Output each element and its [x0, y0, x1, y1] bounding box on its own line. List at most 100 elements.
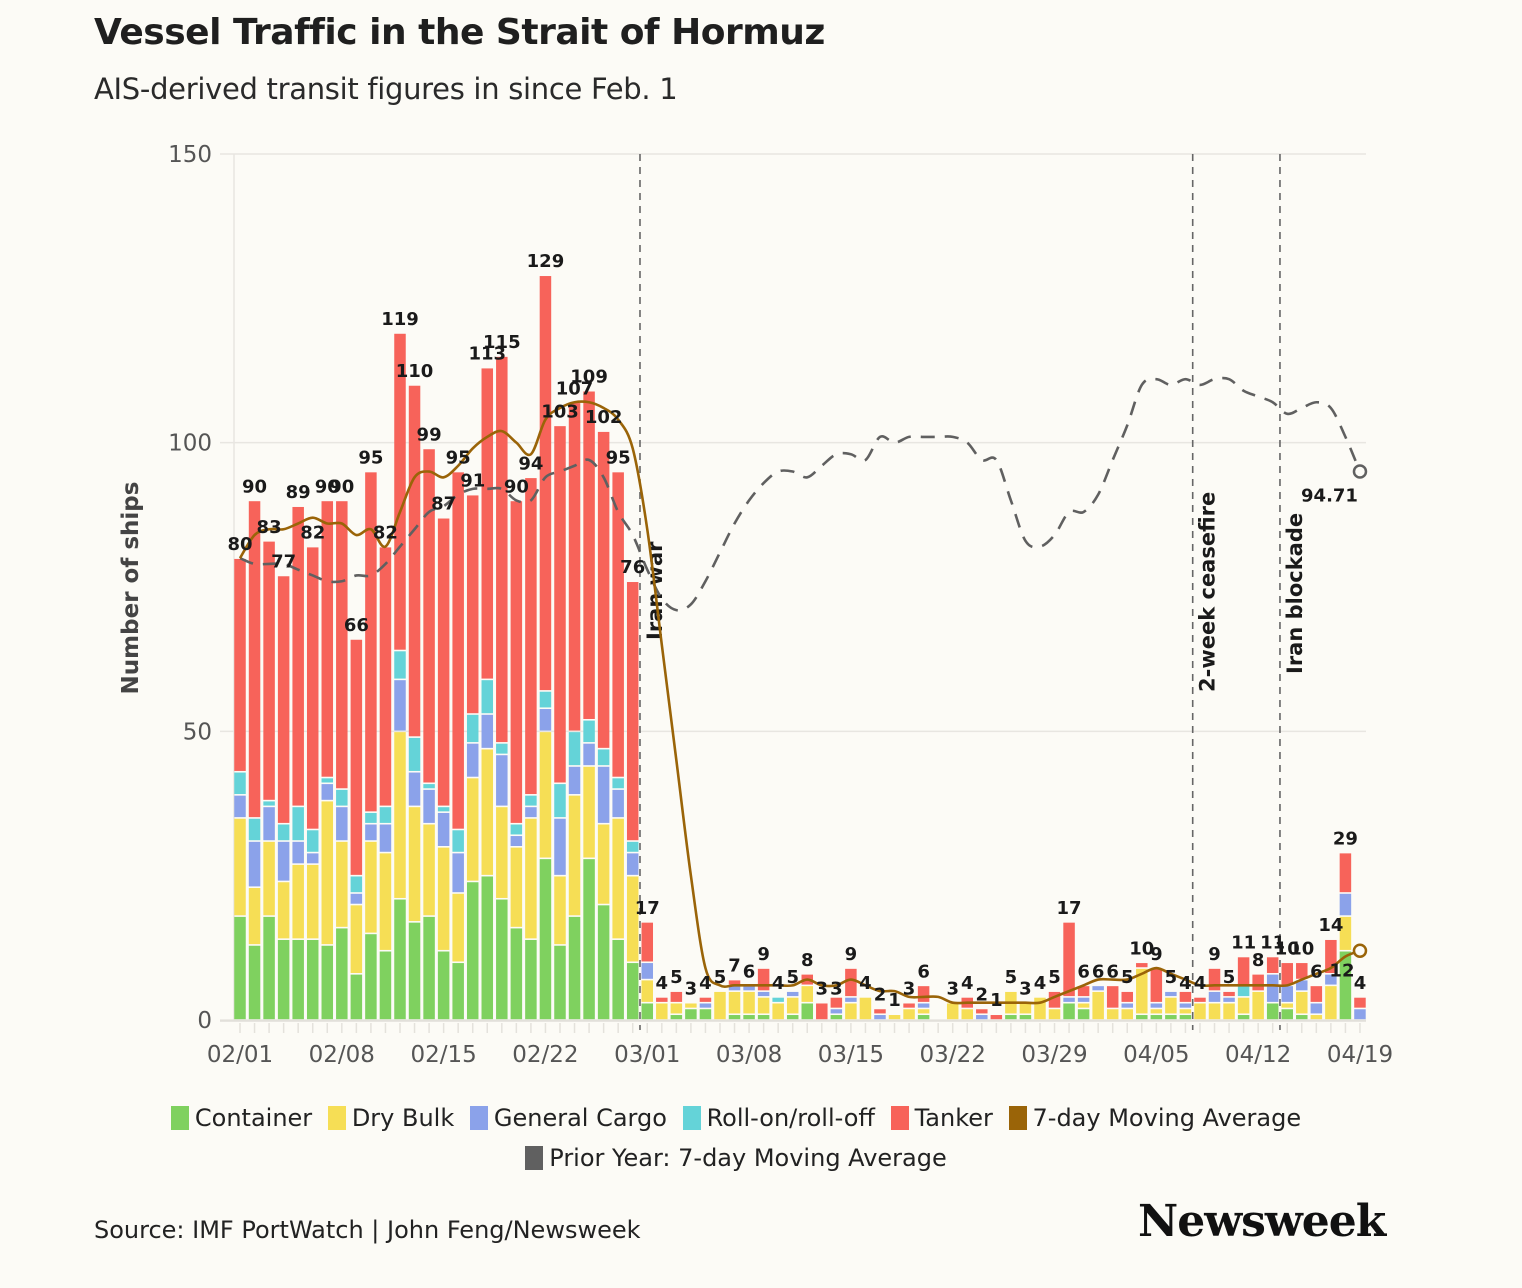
bar-segment-tanker [1354, 997, 1366, 1008]
bar-segment-general-cargo [539, 709, 552, 731]
bar-segment-tanker [583, 391, 595, 719]
bar-segment-general-cargo [321, 784, 334, 800]
bar-segment-tanker [626, 582, 639, 841]
bar-segment-roll-on-roll-off [277, 824, 290, 841]
bar-total-label: 10 [1289, 938, 1314, 959]
bar-total-label: 107 [556, 378, 594, 399]
bar-total-label: 110 [396, 361, 434, 382]
legend-item-dry-bulk[interactable]: Dry Bulk [327, 1104, 455, 1132]
bar-segment-dry-bulk [1019, 1003, 1032, 1014]
bar-segment-dry-bulk [801, 986, 814, 1002]
bar-segment-container [583, 859, 595, 1020]
bar-total-label: 29 [1333, 829, 1358, 850]
bar-segment-general-cargo [626, 853, 639, 875]
bar-segment-tanker [1194, 997, 1206, 1002]
bar-segment-dry-bulk [1077, 1003, 1090, 1008]
bar-total-label: 119 [381, 309, 419, 330]
bar-segment-tanker [656, 997, 668, 1002]
bar-total-label: 2 [976, 984, 989, 1005]
legend-label: Dry Bulk [351, 1104, 455, 1132]
bar-segment-container [917, 1015, 930, 1020]
y-tick-label: 0 [197, 1008, 212, 1034]
bar-segment-dry-bulk [379, 853, 392, 950]
bar-segment-tanker [248, 501, 261, 818]
bar-segment-tanker [1048, 991, 1061, 1008]
legend-item-moving-average[interactable]: 7-day Moving Average [1008, 1104, 1302, 1132]
bar-segment-roll-on-roll-off [525, 795, 537, 806]
bar-segment-general-cargo [437, 812, 450, 846]
bar-segment-container [1063, 1003, 1075, 1020]
bar-segment-general-cargo [234, 795, 246, 818]
bar-segment-general-cargo [1266, 974, 1279, 1002]
bar-total-label: 103 [541, 401, 579, 422]
x-tick-label: 02/22 [512, 1042, 578, 1068]
legend-item-prior-year[interactable]: Prior Year: 7-day Moving Average [525, 1144, 947, 1172]
bar-segment-container [365, 934, 377, 1020]
bar-segment-roll-on-roll-off [321, 778, 334, 783]
legend-swatch-dry-bulk [327, 1106, 346, 1130]
bar-segment-general-cargo [263, 807, 275, 841]
bar-total-label: 4 [656, 973, 669, 994]
bar-segment-container [379, 951, 392, 1020]
bar-total-label: 82 [300, 523, 325, 544]
bar-total-label: 109 [570, 367, 608, 388]
x-tick-label: 02/01 [207, 1042, 273, 1068]
bar-segment-tanker [1237, 957, 1250, 985]
bar-segment-tanker [1150, 968, 1163, 1002]
bar-segment-roll-on-roll-off [612, 778, 624, 789]
bar-segment-dry-bulk [452, 893, 464, 962]
newsweek-logo: Newsweek [1138, 1196, 1386, 1247]
bar-segment-dry-bulk [786, 997, 799, 1014]
bar-segment-general-cargo [728, 986, 741, 991]
legend-item-container[interactable]: Container [170, 1104, 312, 1132]
bar-segment-roll-on-roll-off [597, 749, 610, 766]
bar-segment-container [1150, 1015, 1163, 1020]
bar-segment-tanker [423, 449, 435, 783]
bar-total-label: 6 [1077, 961, 1090, 982]
bar-segment-dry-bulk [539, 732, 552, 858]
legend-item-roro[interactable]: Roll-on/roll-off [682, 1104, 875, 1132]
bar-total-label: 82 [373, 523, 398, 544]
bar-segment-container [568, 916, 581, 1020]
bar-total-label: 5 [1223, 967, 1236, 988]
legend-item-general-cargo[interactable]: General Cargo [469, 1104, 667, 1132]
bar-segment-dry-bulk [685, 1003, 697, 1008]
bar-total-label: 90 [242, 476, 267, 497]
legend-item-tanker[interactable]: Tanker [890, 1104, 993, 1132]
bar-segment-roll-on-roll-off [365, 812, 377, 823]
bar-total-label: 90 [329, 476, 354, 497]
x-tick-label: 03/01 [614, 1042, 680, 1068]
bar-segment-general-cargo [612, 789, 624, 818]
bar-segment-general-cargo [554, 818, 566, 875]
bar-segment-dry-bulk [1121, 1009, 1133, 1020]
bar-total-label: 9 [845, 944, 858, 965]
bar-total-label: 3 [830, 979, 843, 1000]
chart-area: 0 50 100 150 02/01 02/08 02/15 02/22 03/01 03/08… [118, 142, 1393, 1068]
bar-segment-tanker [1252, 974, 1264, 991]
bar-segment-container [263, 916, 275, 1020]
bar-segment-container [830, 1015, 843, 1020]
bar-segment-general-cargo [1223, 997, 1235, 1002]
bar-total-label: 10 [1129, 938, 1154, 959]
bar-segment-tanker [990, 1015, 1003, 1020]
bar-segment-general-cargo [525, 807, 537, 818]
bar-total-label: 9 [1208, 944, 1221, 965]
bar-segment-tanker [525, 478, 537, 795]
bar-segment-container [539, 859, 552, 1020]
bar-segment-tanker [874, 1009, 886, 1014]
bar-segment-container [423, 916, 435, 1020]
bar-total-label: 6 [1106, 961, 1119, 982]
bar-segment-container [1179, 1015, 1192, 1020]
bar-segment-dry-bulk [1106, 1009, 1119, 1020]
bar-total-label: 91 [460, 471, 485, 492]
bar-segment-dry-bulk [1165, 997, 1177, 1014]
bar-segment-dry-bulk [743, 991, 755, 1014]
bar-segment-dry-bulk [1150, 1009, 1163, 1014]
bar-segment-dry-bulk [597, 824, 610, 904]
bar-segment-tanker [292, 506, 304, 806]
bar-segment-tanker [1136, 963, 1148, 968]
legend-label: 7-day Moving Average [1032, 1104, 1302, 1132]
bar-segment-tanker [1063, 922, 1075, 997]
bar-total-label: 4 [1194, 973, 1207, 994]
bar-segment-dry-bulk [1237, 997, 1250, 1014]
